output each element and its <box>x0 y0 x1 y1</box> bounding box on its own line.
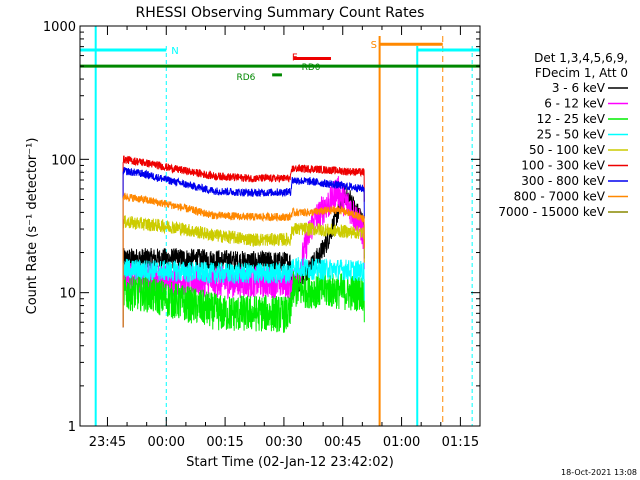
x-axis-label: Start Time (02-Jan-12 23:42:02) <box>186 455 394 470</box>
legend-label: 3 - 6 keV <box>552 81 606 95</box>
annotation-rd6: RD6 <box>237 73 256 83</box>
y-tick-label: 1 <box>68 420 76 435</box>
x-tick-label: 00:15 <box>206 435 243 450</box>
legend-header: Det 1,3,4,5,6,9, <box>534 51 628 65</box>
x-tick-label: 00:45 <box>324 435 361 450</box>
plot-frame <box>79 25 481 427</box>
timestamp: 18-Oct-2021 13:08 <box>561 468 637 477</box>
legend-label: 50 - 100 keV <box>529 143 606 157</box>
x-tick-label: 01:15 <box>442 435 479 450</box>
x-tick-label: 23:45 <box>89 435 126 450</box>
x-tick-label: 01:00 <box>383 435 420 450</box>
annotation-f: F <box>292 53 298 64</box>
annotation-n: N <box>171 46 178 57</box>
legend-label: 12 - 25 keV <box>537 112 606 126</box>
series-line-2 <box>122 271 365 333</box>
annotation-s: S <box>371 40 377 51</box>
annotation-rd0: RD0 <box>302 63 321 73</box>
x-tick-label: 00:30 <box>265 435 302 450</box>
series-line-4 <box>122 215 365 328</box>
legend-label: 300 - 800 keV <box>521 174 605 188</box>
legend-label: 6 - 12 keV <box>544 97 606 111</box>
y-tick-label: 100 <box>51 153 76 168</box>
legend-label: 800 - 7000 keV <box>514 190 606 204</box>
legend-label: 100 - 300 keV <box>521 159 605 173</box>
legend-header: FDecim 1, Att 0 <box>535 66 628 80</box>
chart-title: RHESSI Observing Summary Count Rates <box>136 5 425 21</box>
y-tick-label: 1000 <box>43 20 76 35</box>
y-tick-label: 10 <box>59 287 76 302</box>
series-line-5 <box>122 155 365 328</box>
y-axis-label: Count Rate (s⁻¹ detector⁻¹) <box>25 138 40 315</box>
x-tick-label: 00:00 <box>148 435 185 450</box>
series-line-6 <box>122 166 365 328</box>
series-line-3 <box>122 257 365 328</box>
legend-label: 25 - 50 keV <box>537 128 606 142</box>
legend-label: 7000 - 15000 keV <box>498 205 605 219</box>
series-line-7 <box>122 192 365 328</box>
